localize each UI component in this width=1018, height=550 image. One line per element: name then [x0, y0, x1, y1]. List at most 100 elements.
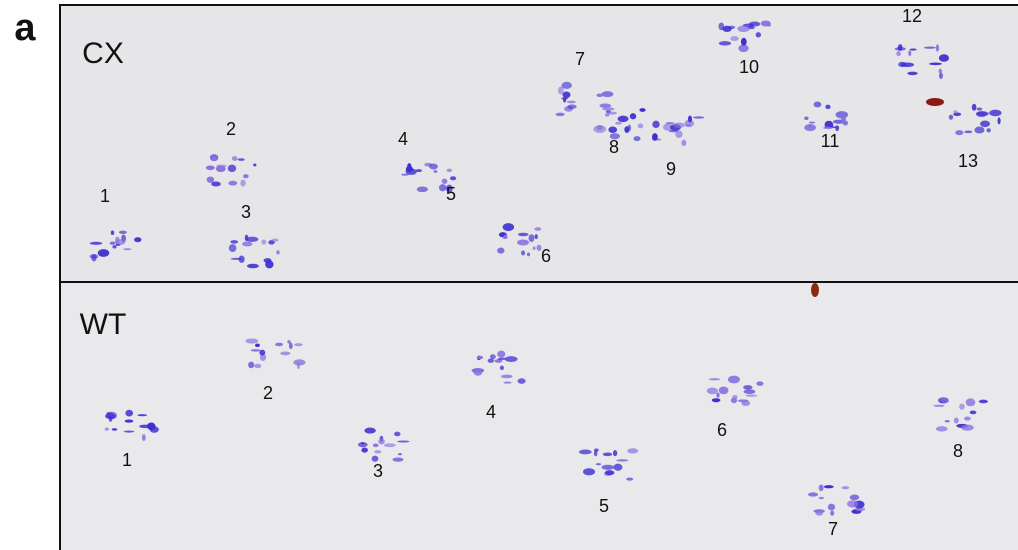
- paw-spot: [434, 170, 438, 173]
- print-label: 7: [575, 49, 585, 69]
- paw-spot: [394, 432, 401, 437]
- paw-spot: [743, 385, 752, 389]
- paw-spot: [533, 246, 536, 249]
- paw-spot: [534, 227, 541, 231]
- paw-spot: [473, 368, 482, 376]
- paw-spot: [229, 244, 237, 252]
- print-label: 5: [446, 184, 456, 204]
- paw-spot: [652, 121, 659, 128]
- paw-spot: [824, 485, 834, 488]
- paw-spot: [815, 509, 823, 516]
- paw-spot: [255, 344, 260, 348]
- paw-spot: [238, 158, 245, 161]
- paw-spot: [232, 156, 238, 161]
- paw-spot: [280, 352, 290, 356]
- paw-spot: [959, 404, 965, 410]
- paw-spot: [518, 378, 526, 384]
- paw-spot: [429, 163, 438, 169]
- paw-spot: [681, 140, 686, 147]
- paw-spot: [847, 500, 858, 507]
- paw-spot: [231, 258, 243, 260]
- paw-spot: [579, 450, 592, 455]
- paw-spot: [939, 54, 949, 61]
- paw-spot: [228, 165, 236, 172]
- paw-spot: [841, 115, 846, 123]
- paw-spot: [977, 108, 983, 111]
- paw-spot: [825, 105, 830, 110]
- paw-spot: [109, 416, 113, 422]
- print-label: 8: [953, 441, 963, 461]
- paw-spot: [527, 252, 530, 256]
- print-label: 1: [100, 186, 110, 206]
- paw-spot: [276, 250, 279, 254]
- paw-spot: [954, 418, 959, 424]
- paw-spot: [602, 91, 614, 97]
- paw-spot: [392, 458, 403, 462]
- paw-spot: [398, 453, 402, 455]
- paw-spot: [964, 131, 972, 134]
- print-label: 1: [122, 450, 132, 470]
- paw-spot: [823, 127, 833, 129]
- paw-spot: [741, 38, 747, 46]
- paw-spot: [247, 264, 259, 268]
- paw-spot: [378, 439, 385, 445]
- paw-spot: [211, 181, 221, 186]
- paw-spot: [535, 234, 538, 239]
- paw-spot: [898, 62, 906, 67]
- paw-spot: [505, 356, 518, 362]
- print-label: 6: [541, 246, 551, 266]
- paw-spot: [955, 130, 963, 135]
- paw-spot: [953, 110, 957, 113]
- paw-spot: [613, 464, 622, 471]
- print-label: 6: [717, 420, 727, 440]
- paw-spot: [607, 112, 617, 115]
- paw-spot: [627, 448, 638, 453]
- paw-spot: [212, 157, 217, 161]
- paw-spot: [933, 405, 944, 407]
- photo-wt: [60, 282, 1018, 550]
- photo-cx: [60, 5, 1018, 282]
- paw-spot: [556, 113, 565, 116]
- print-label: 8: [609, 137, 619, 157]
- paw-spot: [111, 230, 114, 234]
- paw-spot: [596, 463, 601, 465]
- paw-spot: [693, 116, 704, 118]
- paw-spot: [287, 340, 290, 343]
- paw-spot: [450, 176, 456, 180]
- paw-spot: [808, 492, 818, 496]
- paw-spot: [616, 459, 628, 461]
- paw-spot: [500, 366, 504, 371]
- paw-spot: [938, 69, 942, 74]
- debris: [926, 98, 944, 106]
- paw-spot: [124, 431, 135, 433]
- paw-spot: [251, 349, 261, 351]
- print-label: 11: [821, 131, 840, 151]
- paw-spot: [910, 49, 917, 51]
- paw-spot: [970, 411, 977, 415]
- paw-spot: [707, 388, 718, 395]
- paw-spot: [895, 47, 906, 50]
- paw-spot: [949, 115, 953, 120]
- paw-spot: [819, 485, 824, 492]
- paw-spot: [245, 235, 249, 241]
- paw-spot: [105, 428, 109, 431]
- paw-spot: [980, 121, 990, 128]
- paw-spot: [745, 395, 757, 397]
- paw-spot: [521, 250, 525, 255]
- paw-spot: [936, 44, 939, 52]
- paw-spot: [804, 124, 816, 131]
- paw-spot: [976, 111, 989, 116]
- paw-spot: [242, 241, 252, 246]
- paw-spot: [112, 245, 116, 248]
- paw-spot: [941, 399, 949, 404]
- print-label: 3: [373, 461, 383, 481]
- paw-spot: [477, 356, 483, 359]
- paw-spot: [709, 378, 720, 380]
- paw-spot: [206, 165, 215, 170]
- paw-spot: [498, 358, 506, 361]
- paw-spot: [503, 223, 514, 231]
- paw-spot: [271, 238, 278, 241]
- paw-spot: [613, 450, 617, 456]
- paw-spot: [728, 376, 740, 384]
- paw-spot: [384, 443, 396, 447]
